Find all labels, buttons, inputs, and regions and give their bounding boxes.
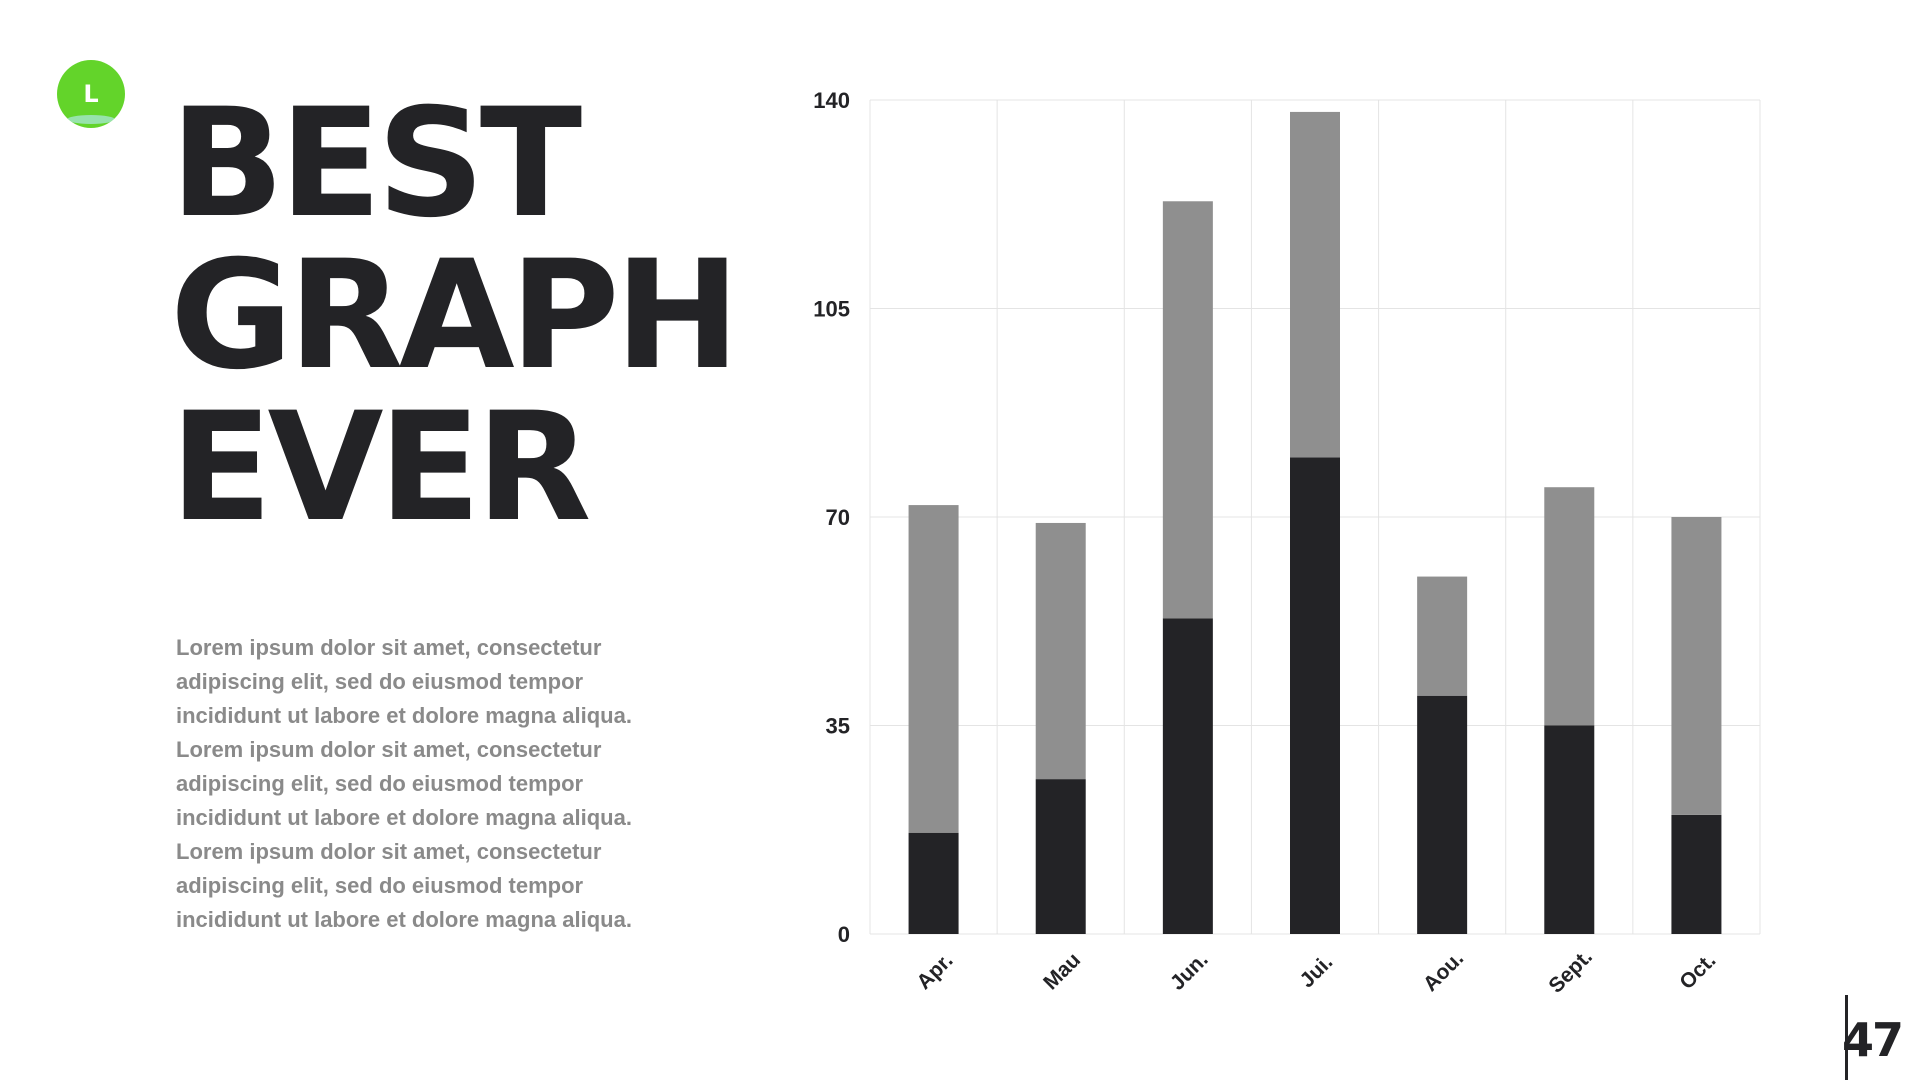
stacked-bar-chart: 0 35 70 105 140 Apr. Mau Jun. Jui. Aou. Sept. Oct. (813, 88, 1761, 998)
bar-segment-grey (1162, 201, 1213, 619)
bar-segment-dark (1162, 618, 1213, 934)
x-tick-label: Mau (1039, 948, 1085, 994)
bar-segment-grey (1671, 517, 1722, 815)
page-title: BEST GRAPH EVER (170, 77, 740, 555)
body-paragraph-1: Lorem ipsum dolor sit amet, consectetur … (176, 635, 632, 728)
title-line-2: GRAPH (170, 229, 740, 403)
bar-segment-dark (1290, 457, 1340, 934)
page-number-rule (1845, 995, 1848, 1080)
bar-segment-dark (1417, 695, 1468, 934)
bar-segment-grey (1544, 487, 1595, 726)
title-line-1: BEST (170, 77, 582, 251)
y-tick-label: 140 (813, 88, 850, 113)
bar-segment-grey (1417, 576, 1468, 696)
page-number: 47 (1842, 1013, 1904, 1067)
body-paragraph-2: Lorem ipsum dolor sit amet, consectetur … (176, 737, 632, 932)
bar-segment-dark (908, 832, 959, 934)
x-tick-label: Sept. (1544, 945, 1597, 998)
y-tick-label: 35 (826, 714, 850, 739)
x-tick-label: Jun. (1166, 948, 1213, 995)
x-tick-label: Aou. (1419, 947, 1468, 996)
logo: L (57, 60, 125, 128)
bar-segment-grey (908, 505, 959, 833)
logo-letter: L (83, 80, 99, 108)
x-tick-label: Oct. (1675, 949, 1720, 994)
x-tick-label: Apr. (912, 949, 957, 994)
y-tick-label: 70 (826, 505, 850, 530)
y-tick-label: 105 (813, 297, 850, 322)
bar-segment-grey (1290, 111, 1340, 458)
body-text: Lorem ipsum dolor sit amet, consectetur … (176, 631, 646, 937)
logo-wave (67, 115, 115, 124)
bar-segment-grey (1035, 522, 1086, 780)
bar-segment-dark (1544, 725, 1595, 934)
bar-segment-dark (1671, 814, 1722, 934)
y-tick-label: 0 (838, 922, 850, 947)
title-line-3: EVER (170, 381, 592, 555)
x-tick-label: Jui. (1295, 950, 1337, 992)
bar-segment-dark (1035, 779, 1086, 934)
